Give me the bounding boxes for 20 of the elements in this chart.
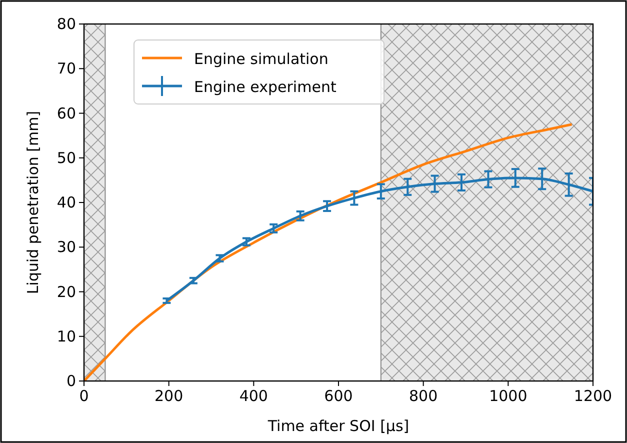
- legend-label: Engine experiment: [194, 78, 336, 96]
- x-axis-title: Time after SOI [μs]: [266, 417, 410, 435]
- y-tick-label: 30: [56, 238, 76, 256]
- y-tick-label: 80: [56, 15, 76, 33]
- y-tick-label: 20: [56, 282, 76, 301]
- x-tick-label: 400: [239, 387, 268, 405]
- x-tick-label: 0: [79, 387, 89, 405]
- x-tick-label: 600: [324, 387, 353, 405]
- y-tick-label: 40: [56, 194, 76, 212]
- y-axis-title: Liquid penetration [mm]: [24, 110, 42, 294]
- y-tick-label: 10: [56, 327, 76, 346]
- x-tick-label: 1200: [574, 387, 612, 405]
- x-tick-label: 200: [154, 387, 184, 405]
- y-tick-label: 50: [56, 148, 76, 167]
- y-tick-label: 0: [66, 372, 76, 390]
- y-tick-label: 70: [56, 60, 76, 78]
- legend-label: Engine simulation: [194, 50, 328, 68]
- y-tick-label: 60: [56, 104, 76, 122]
- x-tick-label: 800: [409, 387, 438, 405]
- x-tick-label: 1000: [489, 387, 528, 405]
